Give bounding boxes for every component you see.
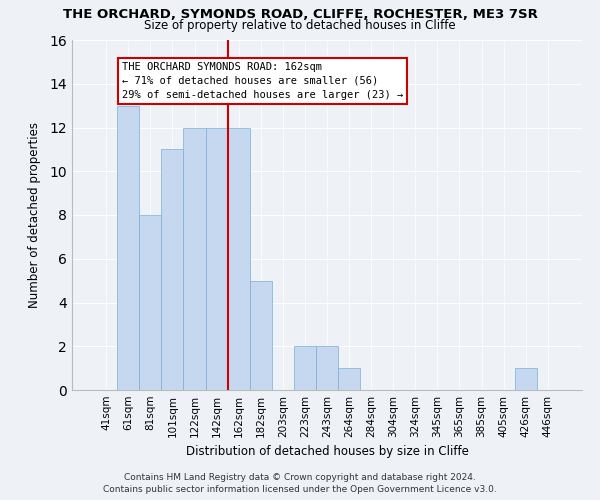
- Text: THE ORCHARD SYMONDS ROAD: 162sqm
← 71% of detached houses are smaller (56)
29% o: THE ORCHARD SYMONDS ROAD: 162sqm ← 71% o…: [122, 62, 403, 100]
- Bar: [294, 346, 316, 390]
- Bar: [161, 150, 184, 390]
- Text: Size of property relative to detached houses in Cliffe: Size of property relative to detached ho…: [144, 19, 456, 32]
- Bar: [250, 280, 272, 390]
- Bar: [316, 346, 338, 390]
- Bar: [117, 106, 139, 390]
- Bar: [206, 128, 227, 390]
- X-axis label: Distribution of detached houses by size in Cliffe: Distribution of detached houses by size …: [185, 446, 469, 458]
- Bar: [227, 128, 250, 390]
- Bar: [515, 368, 537, 390]
- Bar: [184, 128, 206, 390]
- Text: THE ORCHARD, SYMONDS ROAD, CLIFFE, ROCHESTER, ME3 7SR: THE ORCHARD, SYMONDS ROAD, CLIFFE, ROCHE…: [62, 8, 538, 20]
- Bar: [139, 215, 161, 390]
- Text: Contains HM Land Registry data © Crown copyright and database right 2024.
Contai: Contains HM Land Registry data © Crown c…: [103, 472, 497, 494]
- Bar: [338, 368, 360, 390]
- Y-axis label: Number of detached properties: Number of detached properties: [28, 122, 41, 308]
